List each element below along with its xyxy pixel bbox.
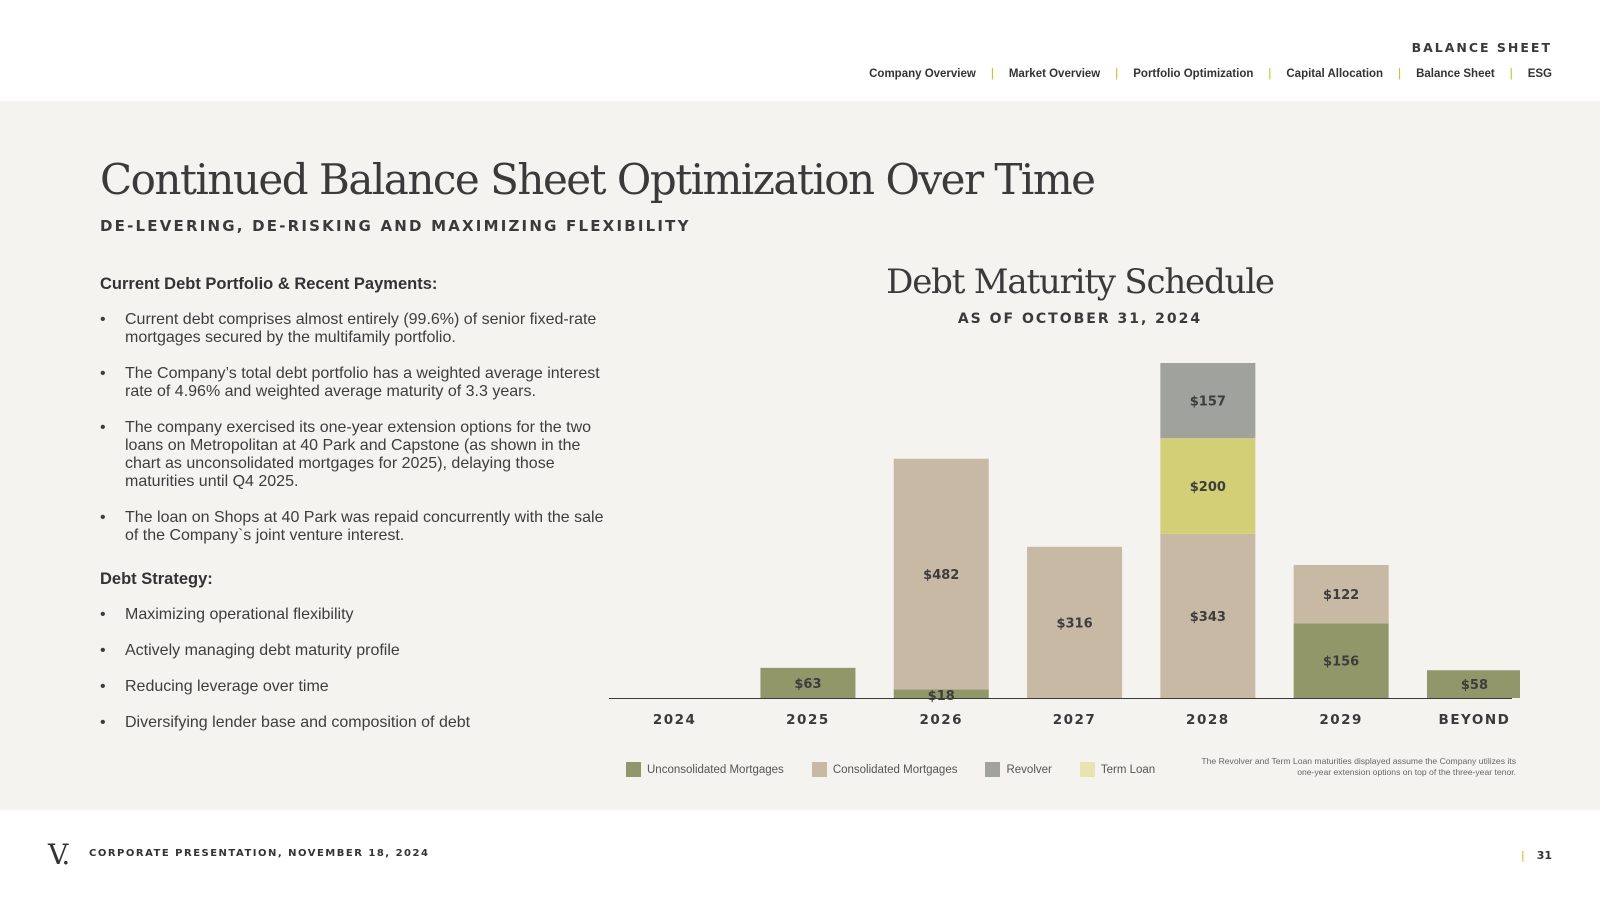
debt-strategy: Debt Strategy: Maximizing operational fl… — [100, 570, 610, 732]
company-logo: V. — [48, 838, 70, 871]
bar-consolidated-mortgages — [1160, 533, 1256, 698]
page-subtitle: DE-LEVERING, DE-RISKING AND MAXIMIZING F… — [100, 217, 691, 235]
list-item: The company exercised its one-year exten… — [100, 419, 610, 491]
legend-label: Revolver — [1006, 763, 1052, 776]
list-item: The loan on Shops at 40 Park was repaid … — [100, 509, 610, 545]
nav-esg[interactable]: ESG — [1527, 68, 1552, 80]
left-column: Current Debt Portfolio & Recent Payments… — [100, 275, 610, 750]
chart-legend: Unconsolidated Mortgages Consolidated Mo… — [626, 762, 1183, 777]
logo-text: V. — [48, 838, 70, 871]
data-label: $156 — [1323, 655, 1359, 670]
bar-consolidated-mortgages — [1027, 546, 1123, 698]
current-debt-list: Current debt comprises almost entirely (… — [100, 311, 610, 545]
page-number-value: 31 — [1536, 849, 1552, 862]
x-tick-label: 2025 — [786, 712, 830, 728]
list-item: Current debt comprises almost entirely (… — [100, 311, 610, 347]
legend-item: Revolver — [985, 762, 1052, 777]
footer-text: CORPORATE PRESENTATION, NOVEMBER 18, 202… — [89, 848, 430, 859]
page-title: Continued Balance Sheet Optimization Ove… — [100, 155, 1096, 204]
bar-unconsolidated-mortgages — [1426, 670, 1520, 698]
list-item: Actively managing debt maturity profile — [100, 642, 610, 660]
data-label: $482 — [923, 568, 959, 583]
data-label: $316 — [1056, 616, 1092, 631]
list-item: Reducing leverage over time — [100, 678, 610, 696]
legend-swatch-consolidated — [811, 762, 827, 777]
bar-unconsolidated-mortgages — [893, 689, 989, 698]
x-tick-label: 2028 — [1186, 712, 1230, 728]
x-tick-label: 2027 — [1053, 712, 1097, 728]
top-header: BALANCE SHEET Company Overview | Market … — [0, 0, 1600, 101]
current-debt-heading: Current Debt Portfolio & Recent Payments… — [100, 275, 438, 293]
page-number: | 31 — [1521, 849, 1552, 862]
nav-portfolio-optimization[interactable]: Portfolio Optimization — [1133, 68, 1254, 80]
legend-swatch-term-loan — [1079, 762, 1095, 777]
nav-separator: | — [1115, 68, 1119, 80]
data-label: $18 — [928, 689, 955, 704]
nav-company-overview[interactable]: Company Overview — [869, 68, 976, 80]
legend-item: Unconsolidated Mortgages — [626, 762, 784, 777]
legend-swatch-revolver — [985, 762, 1001, 777]
legend-label: Term Loan — [1100, 763, 1156, 776]
x-tick-label: 2029 — [1319, 712, 1363, 728]
debt-strategy-heading: Debt Strategy: — [100, 570, 213, 588]
x-tick-label: 2024 — [653, 712, 697, 728]
legend-label: Unconsolidated Mortgages — [647, 763, 784, 776]
chart-footnote: The Revolver and Term Loan maturities di… — [1201, 756, 1516, 777]
data-label: $63 — [794, 677, 821, 692]
bar-unconsolidated-mortgages — [760, 667, 856, 698]
bar-unconsolidated-mortgages — [1293, 623, 1389, 698]
list-item: Maximizing operational flexibility — [100, 606, 610, 624]
nav-separator: | — [1398, 68, 1402, 80]
legend-label: Consolidated Mortgages — [832, 763, 958, 776]
list-item: Diversifying lender base and composition… — [100, 714, 610, 732]
debt-strategy-list: Maximizing operational flexibility Activ… — [100, 606, 610, 732]
chart-title: Debt Maturity Schedule — [886, 262, 1275, 302]
nav-separator: | — [990, 68, 994, 80]
data-label: $343 — [1190, 610, 1226, 625]
nav-capital-allocation[interactable]: Capital Allocation — [1286, 68, 1384, 80]
bar-consolidated-mortgages — [1293, 564, 1389, 624]
nav-market-overview[interactable]: Market Overview — [1008, 68, 1101, 80]
top-nav: Company Overview | Market Overview | Por… — [869, 68, 1552, 80]
data-label: $157 — [1190, 395, 1226, 410]
x-tick-label: 2026 — [919, 712, 963, 728]
bar-consolidated-mortgages — [893, 458, 989, 690]
chart-subtitle: AS OF OCTOBER 31, 2024 — [957, 311, 1203, 327]
list-item: The Company’s total debt portfolio has a… — [100, 365, 610, 401]
debt-maturity-chart: 2024 $63 2025 $18 $482 2026 $316 2027 $343 $200 $1… — [609, 363, 1520, 728]
legend-swatch-unconsolidated — [626, 762, 641, 777]
bar-term-loan — [1160, 438, 1256, 534]
data-label: $58 — [1461, 678, 1488, 693]
nav-balance-sheet[interactable]: Balance Sheet — [1416, 68, 1495, 80]
legend-item: Term Loan — [1079, 762, 1156, 777]
nav-separator: | — [1509, 68, 1513, 80]
x-tick-label: BEYOND — [1439, 712, 1511, 728]
page-separator: | — [1520, 849, 1525, 862]
legend-item: Consolidated Mortgages — [811, 762, 958, 777]
section-label: BALANCE SHEET — [1411, 40, 1552, 55]
nav-separator: | — [1268, 68, 1272, 80]
data-label: $200 — [1190, 480, 1226, 495]
data-label: $122 — [1323, 588, 1359, 603]
bar-revolver — [1160, 363, 1256, 439]
